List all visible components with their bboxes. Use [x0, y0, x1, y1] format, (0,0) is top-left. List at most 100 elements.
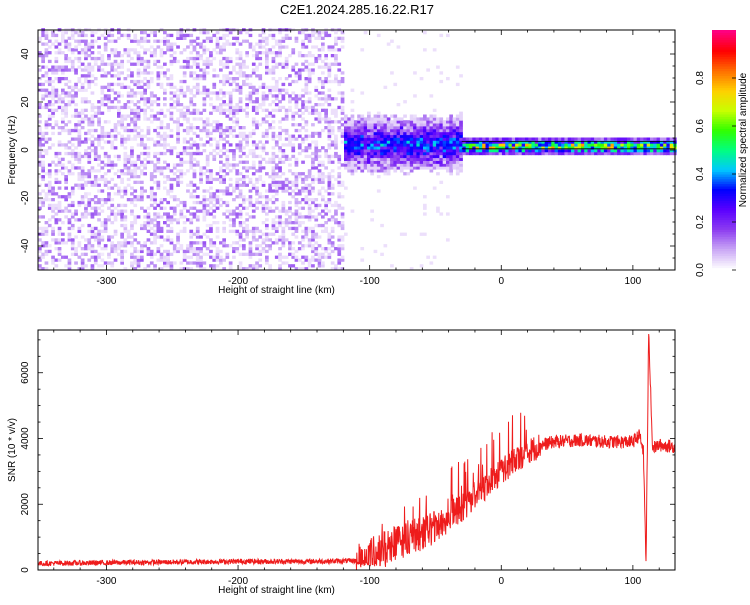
heatmap-cell	[146, 221, 151, 225]
heatmap-cell	[274, 82, 279, 87]
heatmap-cell	[149, 71, 154, 75]
heatmap-cell	[297, 146, 302, 150]
heatmap-cell	[54, 39, 59, 43]
heatmap-cell	[113, 229, 118, 233]
heatmap-cell	[238, 54, 243, 58]
heatmap-cell	[291, 232, 296, 236]
heatmap-cell	[219, 255, 223, 259]
heatmap-cell	[219, 134, 223, 138]
heatmap-cell	[383, 244, 388, 248]
heatmap-cell	[429, 134, 434, 138]
heatmap-cell	[153, 169, 157, 173]
heatmap-cell	[57, 203, 62, 208]
heatmap-cell	[110, 221, 115, 225]
heatmap-cell	[367, 157, 371, 161]
heatmap-cell	[528, 151, 532, 156]
heatmap-cell	[442, 160, 447, 164]
heatmap-cell	[140, 134, 144, 138]
heatmap-cell	[396, 149, 401, 153]
heatmap-cell	[623, 151, 628, 156]
heatmap-cell	[271, 232, 276, 236]
heatmap-cell	[153, 264, 157, 268]
heatmap-cell	[429, 154, 434, 159]
heatmap-cell	[156, 111, 161, 115]
heatmap-cell	[130, 151, 134, 156]
heatmap-cell	[284, 183, 289, 187]
heatmap-cell	[182, 128, 187, 133]
heatmap-cell	[551, 137, 555, 141]
heatmap-cell	[163, 91, 167, 95]
heatmap-cell	[90, 120, 95, 124]
heatmap-cell	[265, 42, 269, 46]
heatmap-cell	[57, 42, 62, 46]
heatmap-cell	[54, 59, 59, 64]
heatmap-cell	[222, 146, 226, 150]
heatmap-cell	[643, 137, 648, 141]
heatmap-cell	[80, 85, 85, 89]
heatmap-cell	[54, 45, 59, 49]
heatmap-cell	[189, 247, 194, 251]
colorbar-swatch	[712, 219, 736, 223]
heatmap-cell	[120, 232, 124, 236]
heatmap-cell	[44, 229, 49, 233]
heatmap-cell	[261, 131, 266, 136]
heatmap-cell	[225, 244, 230, 248]
heatmap-cell	[156, 215, 161, 219]
heatmap-cell	[265, 85, 269, 89]
heatmap-cell	[84, 39, 88, 43]
heatmap-cell	[265, 134, 269, 138]
heatmap-cell	[192, 45, 197, 49]
heatmap-cell	[297, 189, 302, 193]
heatmap-cell	[186, 255, 190, 259]
heatmap-cell	[446, 166, 450, 170]
carrier-lines	[461, 141, 675, 150]
heatmap-cell	[337, 160, 342, 164]
heatmap-cell	[258, 146, 263, 150]
heatmap-cell	[163, 206, 167, 210]
heatmap-cell	[330, 45, 335, 49]
heatmap-cell	[54, 163, 59, 167]
heatmap-cell	[380, 166, 384, 170]
heatmap-cell	[195, 235, 200, 239]
heatmap-cell	[107, 97, 111, 101]
heatmap-cell	[149, 241, 154, 245]
heatmap-cell	[324, 229, 328, 233]
heatmap-cell	[261, 103, 266, 107]
heatmap-cell	[367, 128, 371, 133]
heatmap-cell	[120, 105, 124, 110]
heatmap-cell	[225, 74, 230, 78]
heatmap-cell	[271, 189, 276, 193]
heatmap-cell	[123, 77, 128, 81]
heatmap-cell	[340, 91, 345, 95]
heatmap-cell	[41, 175, 45, 179]
heatmap-cell	[251, 143, 256, 147]
heatmap-cell	[258, 42, 263, 46]
heatmap-cell	[146, 229, 151, 233]
heatmap-cell	[455, 140, 460, 144]
heatmap-cell	[100, 209, 105, 213]
colorbar-swatch	[712, 178, 736, 182]
heatmap-cell	[242, 59, 246, 64]
heatmap-cell	[136, 249, 141, 254]
heatmap-cell	[653, 151, 657, 156]
heatmap-cell	[452, 146, 457, 150]
heatmap-cell	[199, 249, 203, 254]
heatmap-cell	[436, 146, 440, 150]
heatmap-cell	[215, 206, 220, 210]
heatmap-cell	[166, 261, 170, 265]
heatmap-cell	[531, 140, 536, 144]
heatmap-cell	[291, 48, 296, 52]
heatmap-cell	[337, 82, 342, 87]
heatmap-cell	[534, 140, 539, 144]
heatmap-cell	[423, 195, 427, 199]
heatmap-cell	[222, 79, 226, 84]
heatmap-cell	[278, 215, 282, 219]
heatmap-cell	[61, 172, 65, 176]
heatmap-cell	[126, 137, 131, 141]
heatmap-cell	[656, 140, 661, 144]
heatmap-cell	[219, 59, 223, 64]
heatmap-cell	[100, 91, 105, 95]
heatmap-cell	[284, 186, 289, 190]
heatmap-cell	[215, 151, 220, 156]
heatmap-cell	[386, 131, 391, 136]
